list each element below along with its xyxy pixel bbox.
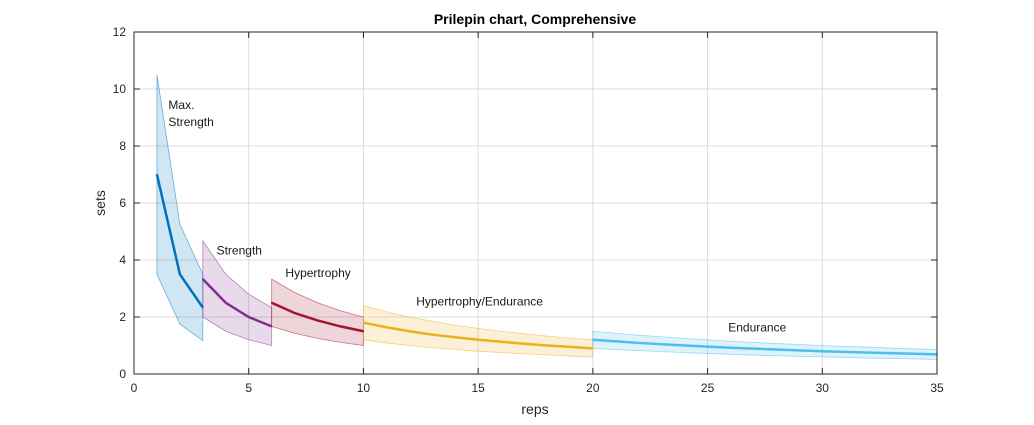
data-point [637, 342, 640, 344]
series-line-1 [201, 278, 273, 328]
data-point [224, 301, 227, 304]
series-label-line: Endurance [728, 320, 786, 334]
series-lines [155, 173, 938, 356]
data-point [270, 301, 273, 304]
data-point [775, 348, 778, 351]
data-point [867, 351, 869, 354]
y-tick-label: 8 [119, 139, 126, 153]
x-tick-label: 35 [930, 381, 944, 395]
series-labels: Max. Strength Strength Hypertrophy Hypertrop… [168, 98, 786, 334]
data-point [408, 330, 411, 333]
grid [133, 31, 938, 375]
data-point [270, 325, 273, 328]
data-point [431, 333, 434, 336]
series-label: Hypertrophy/Endurance [416, 295, 543, 309]
series-label-line: Max. [168, 98, 194, 112]
data-point [477, 339, 479, 341]
x-tick-label: 10 [357, 381, 371, 395]
data-point [385, 326, 388, 329]
series-label-line: Strength [168, 115, 213, 129]
x-tick-label: 5 [245, 381, 252, 395]
y-axis-label: sets [92, 190, 108, 216]
x-tick-label: 20 [586, 381, 600, 395]
y-tick-label: 4 [119, 253, 126, 267]
data-point [546, 344, 548, 347]
data-point [569, 346, 571, 348]
series-label-line: Strength [217, 243, 262, 257]
data-point [523, 342, 525, 345]
data-point [339, 325, 342, 328]
data-point [179, 273, 181, 276]
data-point [156, 173, 158, 176]
series-label: Endurance [728, 320, 786, 334]
data-point [821, 350, 824, 353]
data-point [592, 339, 594, 341]
series-label: Hypertrophy [285, 266, 350, 280]
data-point [362, 321, 365, 324]
data-point [362, 330, 365, 333]
data-point [729, 346, 732, 349]
y-tick-label: 0 [119, 367, 126, 381]
band-4 [592, 330, 938, 360]
data-point [293, 312, 296, 314]
x-axis-label: reps [521, 401, 548, 417]
data-point [247, 316, 250, 318]
x-tick-label: 25 [701, 381, 715, 395]
data-point [500, 340, 502, 343]
data-point [316, 319, 319, 322]
y-tick-label: 10 [113, 82, 127, 96]
data-point [202, 306, 204, 309]
series-label-line: Hypertrophy [285, 266, 350, 280]
y-tick-label: 2 [119, 310, 126, 324]
ticks: 0 5 10 15 20 25 30 35 0 2 4 6 8 10 12 [113, 25, 944, 395]
data-point [202, 278, 204, 280]
y-tick-label: 6 [119, 196, 126, 210]
y-tick-label: 12 [113, 25, 127, 39]
data-point [683, 344, 686, 347]
chart-title: Prilepin chart, Comprehensive [434, 11, 636, 27]
data-point [454, 336, 457, 339]
x-tick-label: 30 [816, 381, 830, 395]
data-point [592, 347, 594, 350]
x-tick-label: 0 [131, 381, 138, 395]
series-label: Strength [217, 243, 262, 257]
series-label-line: Hypertrophy/Endurance [416, 295, 543, 309]
data-point [913, 352, 915, 355]
band-0 [156, 74, 204, 342]
series-label: Max. Strength [168, 98, 213, 129]
x-tick-label: 15 [471, 381, 485, 395]
band-2 [271, 278, 364, 346]
